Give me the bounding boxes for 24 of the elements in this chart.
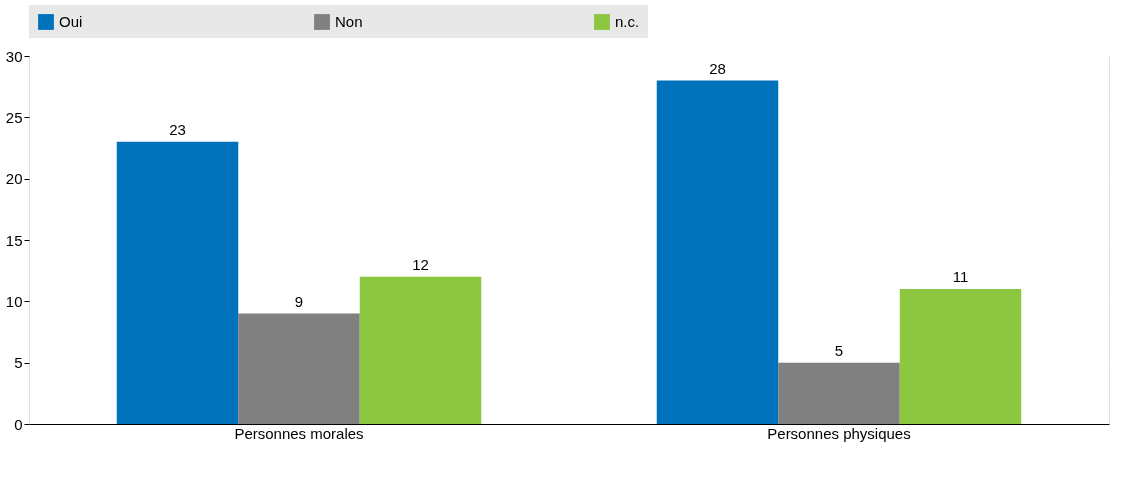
- x-tick-label: Personnes physiques: [767, 424, 911, 442]
- bar: [238, 313, 360, 424]
- data-label: 9: [294, 292, 304, 310]
- data-label: 23: [169, 120, 186, 138]
- y-tick-label: 0: [14, 415, 23, 433]
- y-tick-label: 20: [5, 170, 23, 188]
- y-tick-label: 25: [5, 108, 23, 126]
- y-tick-label: 15: [5, 231, 23, 249]
- bar: [656, 80, 779, 424]
- y-tick-label: 5: [14, 354, 23, 372]
- bar: [899, 289, 1022, 424]
- bar: [778, 362, 900, 424]
- y-tick-label: 10: [5, 292, 23, 310]
- legend-label: n.c.: [615, 13, 640, 30]
- bar: [116, 141, 239, 424]
- x-tick-label: Personnes morales: [234, 424, 364, 442]
- data-label: 5: [834, 341, 844, 359]
- data-label: 28: [709, 59, 726, 77]
- y-tick-label: 30: [5, 47, 23, 65]
- legend-label: Oui: [59, 13, 83, 30]
- data-label: 12: [412, 255, 429, 273]
- bar: [359, 276, 482, 424]
- legend-label: Non: [335, 13, 363, 30]
- data-label: 11: [952, 268, 969, 286]
